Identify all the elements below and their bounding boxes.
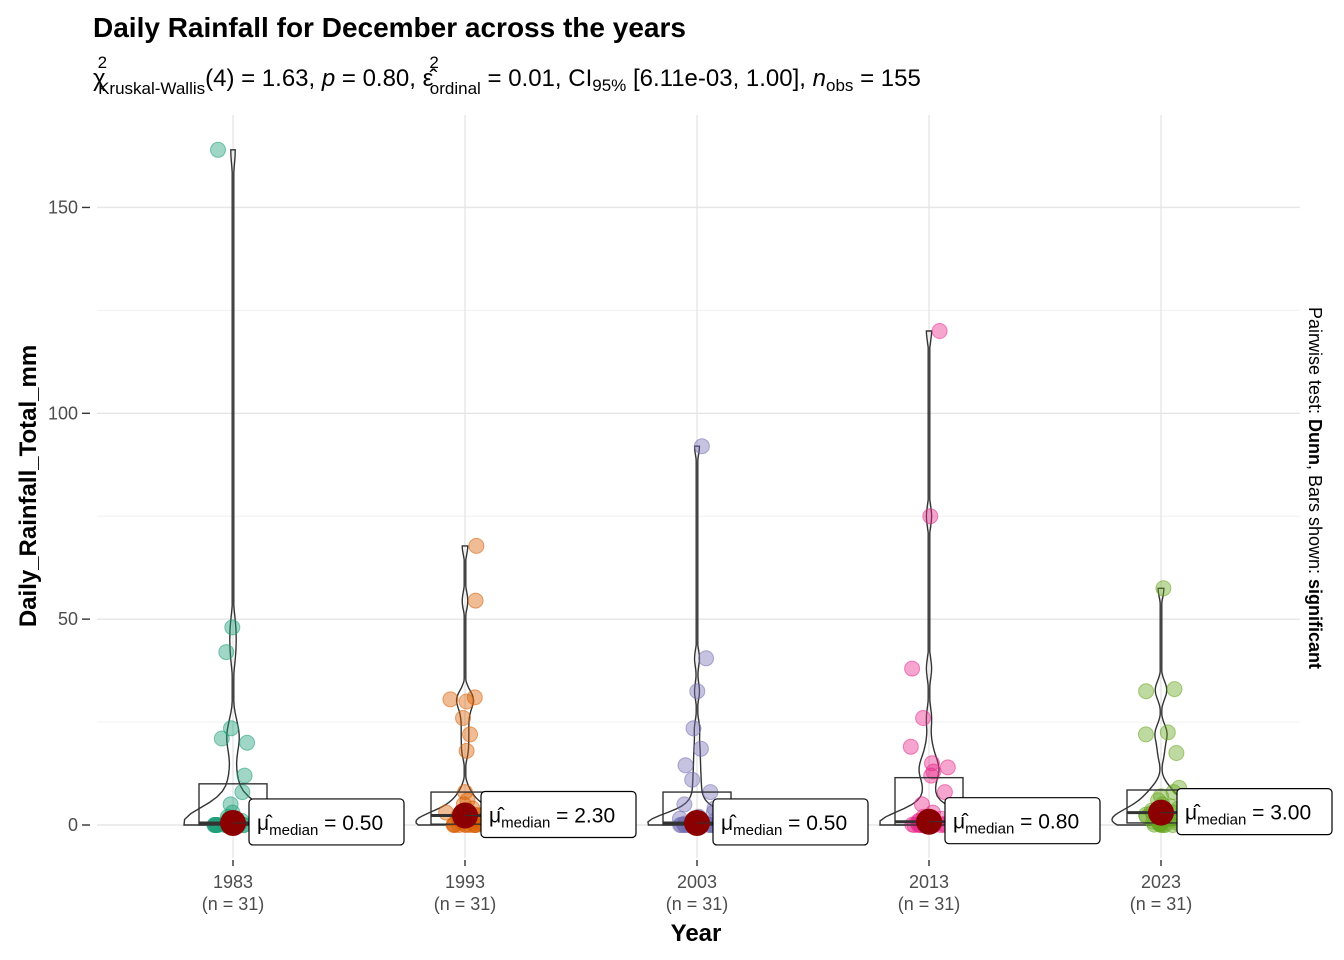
median-label: μ̂median = 0.50	[257, 812, 383, 839]
median-label: μ̂median = 0.50	[721, 812, 847, 839]
x-tick-label: 2003	[677, 872, 717, 892]
y-tick-label: 150	[48, 197, 78, 217]
chart-subtitle: χ2 Kruskal-Wallis(4) = 1.63, p = 0.80, ε̂…	[93, 53, 921, 98]
data-point	[468, 537, 485, 554]
caption: Pairwise test: Dunn, Bars shown: signifi…	[1305, 307, 1325, 669]
data-point	[931, 323, 948, 339]
data-point	[676, 796, 693, 813]
data-point	[223, 720, 239, 737]
data-point	[458, 742, 475, 759]
median-label: μ̂median = 0.80	[953, 811, 1079, 838]
x-tick-n-label: (n = 31)	[666, 894, 729, 914]
group-1993: μ̂median = 2.30	[415, 537, 637, 839]
data-point	[1155, 580, 1172, 597]
median-label-box	[248, 798, 405, 846]
data-point	[922, 508, 939, 525]
data-point	[685, 720, 702, 737]
violin-1983	[183, 149, 283, 826]
data-point	[692, 740, 709, 757]
y-axis: 0 50 100 150	[48, 197, 90, 835]
data-point	[462, 726, 478, 743]
median-label-box	[712, 798, 869, 846]
x-tick-n-label: (n = 31)	[434, 894, 497, 914]
plot-area: μ̂median = 0.50 μ̂median = 2.30 μ̂median =…	[183, 141, 1333, 846]
data-point	[1138, 683, 1155, 700]
data-point	[904, 660, 921, 677]
data-point	[236, 767, 253, 784]
x-tick-n-label: (n = 31)	[202, 894, 265, 914]
x-tick-label: 2013	[909, 872, 949, 892]
group-2023: μ̂median = 3.00	[1111, 580, 1333, 836]
median-label: μ̂median = 2.30	[489, 805, 615, 832]
group-2003: μ̂median = 0.50	[647, 438, 869, 846]
data-point	[1166, 681, 1183, 698]
x-tick-n-label: (n = 31)	[1130, 894, 1193, 914]
data-point	[924, 755, 940, 772]
median-label-box	[944, 797, 1101, 845]
data-point	[210, 141, 226, 158]
data-point	[1159, 724, 1176, 741]
group-2013: μ̂median = 0.80	[879, 323, 1101, 845]
data-point	[915, 710, 932, 726]
data-point	[467, 592, 484, 609]
x-axis-title: Year	[671, 920, 722, 947]
data-point	[925, 763, 942, 780]
y-tick-label: 100	[48, 403, 78, 423]
data-point	[902, 738, 919, 755]
data-point	[234, 784, 251, 801]
data-point	[693, 438, 710, 455]
x-tick-label: 2023	[1141, 872, 1181, 892]
data-point	[455, 710, 471, 726]
data-point	[466, 689, 483, 706]
data-point	[689, 683, 706, 700]
data-point	[677, 757, 694, 774]
data-point	[442, 691, 459, 708]
data-point	[239, 734, 256, 751]
y-tick-label: 0	[68, 815, 78, 835]
median-label: μ̂median = 3.00	[1185, 802, 1311, 829]
x-tick-n-label: (n = 31)	[898, 894, 961, 914]
x-tick-label: 1993	[445, 872, 485, 892]
data-point	[939, 759, 956, 776]
data-point	[698, 650, 715, 667]
data-point	[213, 730, 230, 747]
data-point	[458, 693, 475, 710]
group-1983: μ̂median = 0.50	[183, 141, 405, 846]
data-point	[1137, 726, 1154, 743]
x-axis: 1983(n = 31)1993(n = 31)2003(n = 31)2013…	[202, 860, 1193, 914]
violin-1993	[415, 545, 515, 826]
data-point	[923, 767, 940, 784]
y-axis-title: Daily_Rainfall_Total_mm	[15, 345, 42, 627]
data-point	[684, 771, 701, 788]
violin-2013	[879, 330, 979, 826]
median-label-box	[480, 790, 637, 839]
median-label-box	[1176, 788, 1333, 836]
chart-title: Daily Rainfall for December across the y…	[93, 12, 686, 43]
x-tick-label: 1983	[213, 872, 253, 892]
data-point	[218, 644, 235, 661]
y-tick-label: 50	[58, 609, 78, 629]
data-point	[1168, 745, 1185, 761]
data-point	[224, 619, 241, 636]
violin-2023	[1111, 587, 1211, 826]
